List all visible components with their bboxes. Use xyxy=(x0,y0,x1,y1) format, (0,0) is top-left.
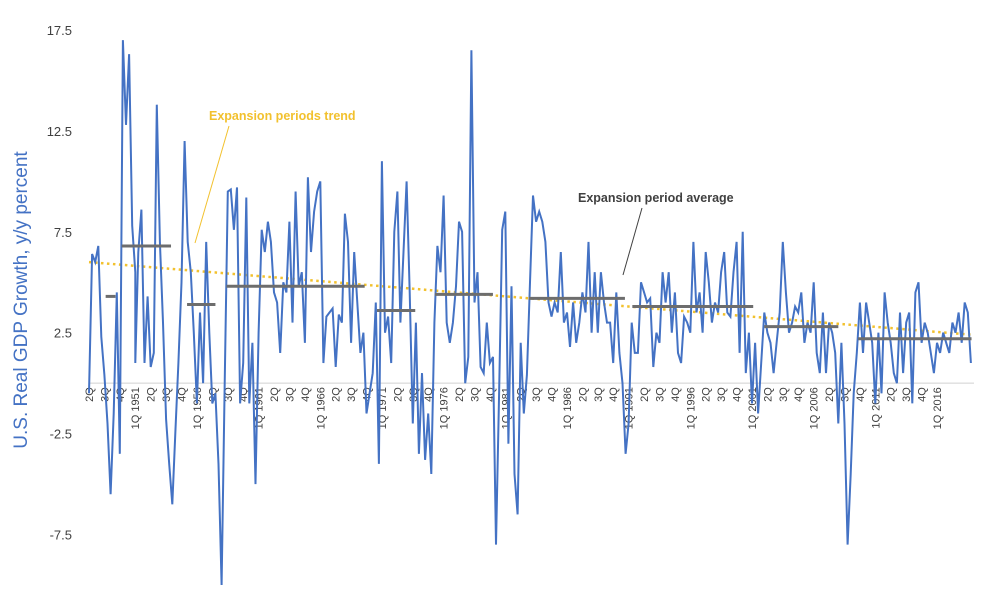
x-tick-label: 3Q xyxy=(716,387,728,402)
x-tick-label: 4Q xyxy=(855,387,867,402)
x-tick-label: 1Q 2011 xyxy=(870,387,882,428)
x-tick-label: 3Q xyxy=(223,387,235,402)
x-tick-label: 2Q xyxy=(454,387,466,402)
x-tick-label: 1Q 1951 xyxy=(130,387,142,429)
average-label-leader-line xyxy=(622,207,643,276)
x-tick-label: 2Q xyxy=(269,387,281,402)
x-tick-label: 4Q xyxy=(485,387,497,402)
y-tick-label: 17.5 xyxy=(47,23,72,38)
x-tick-label: 3Q xyxy=(284,387,296,402)
x-tick-label: 3Q xyxy=(778,387,790,402)
x-tick-label: 1Q 1966 xyxy=(315,387,327,429)
x-tick-label: 2Q xyxy=(701,387,713,402)
x-tick-label: 3Q xyxy=(161,387,173,402)
x-tick-label: 3Q xyxy=(654,387,666,402)
x-tick-label: 3Q xyxy=(469,387,481,402)
x-tick-label: 4Q xyxy=(300,387,312,402)
x-tick-label: 2Q xyxy=(392,387,404,402)
x-tick-label: 1Q 1981 xyxy=(500,387,512,429)
x-tick-label: 4Q xyxy=(793,387,805,402)
y-tick-label: 2.5 xyxy=(54,326,72,341)
y-tick-label: -2.5 xyxy=(50,427,72,442)
y-tick-label: 7.5 xyxy=(54,225,72,240)
x-tick-label: 2Q xyxy=(577,387,589,402)
gdp-growth-series-line xyxy=(88,40,972,586)
x-tick-label: 4Q xyxy=(917,387,929,402)
y-axis-label: U.S. Real GDP Growth, y/y percent xyxy=(11,151,32,449)
x-tick-label: 2Q xyxy=(639,387,651,402)
y-tick-label: -7.5 xyxy=(50,528,72,543)
x-tick-label: 2Q xyxy=(331,387,343,402)
x-tick-label: 1Q 1976 xyxy=(439,387,451,429)
x-tick-label: 2Q xyxy=(886,387,898,402)
x-tick-label: 1Q 2006 xyxy=(809,387,821,429)
x-tick-label: 1Q 1986 xyxy=(562,387,574,429)
y-tick-label: 12.5 xyxy=(47,124,72,139)
expansion-average-bars xyxy=(105,244,972,341)
x-tick-label: 4Q xyxy=(608,387,620,402)
x-tick-label: 4Q xyxy=(732,387,744,402)
x-tick-label: 1Q 1961 xyxy=(254,387,266,429)
x-tick-label: 1Q 1956 xyxy=(192,387,204,429)
x-tick-label: 3Q xyxy=(839,387,851,402)
x-tick-label: 4Q xyxy=(362,387,374,402)
x-tick-label: 4Q xyxy=(670,387,682,402)
x-tick-label: 4Q xyxy=(547,387,559,402)
x-tick-label: 3Q xyxy=(531,387,543,402)
x-tick-label: 3Q xyxy=(346,387,358,402)
x-tick-label: 2Q xyxy=(84,387,96,402)
trend-label: Expansion periods trend xyxy=(209,109,356,123)
average-label: Expansion period average xyxy=(578,191,734,205)
y-axis-ticks: 17.5 12.5 7.5 2.5 -2.5 -7.5 xyxy=(47,23,72,543)
x-tick-label: 1Q 2001 xyxy=(747,387,759,429)
x-tick-label: 4Q xyxy=(177,387,189,402)
x-tick-label: 2Q xyxy=(762,387,774,402)
x-tick-label: 1Q 1996 xyxy=(685,387,697,429)
x-tick-label: 3Q xyxy=(593,387,605,402)
trend-label-leader-line xyxy=(194,125,230,244)
x-tick-label: 1Q 2016 xyxy=(932,387,944,429)
x-tick-label: 3Q xyxy=(901,387,913,402)
x-tick-label: 2Q xyxy=(146,387,158,402)
x-tick-label: 2Q xyxy=(824,387,836,402)
